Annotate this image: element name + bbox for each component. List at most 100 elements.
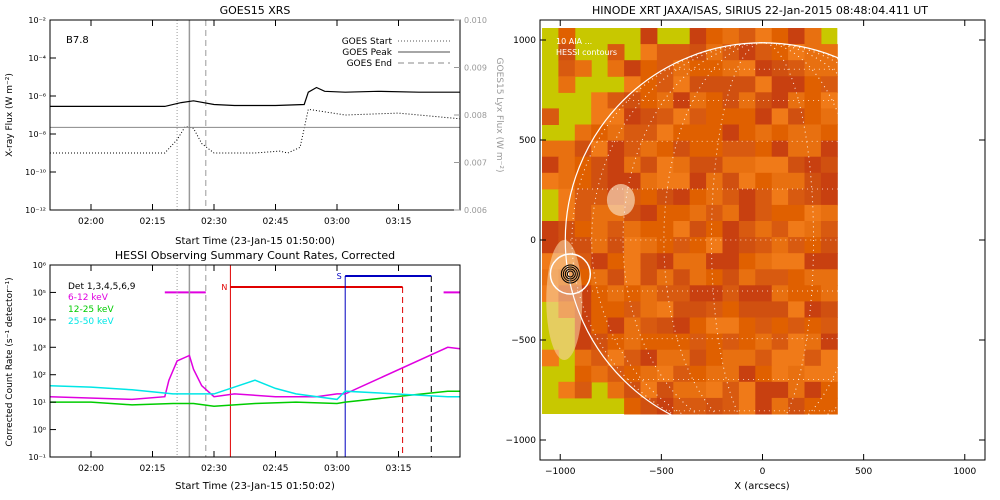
xrt-image-tile [788, 285, 805, 302]
xrt-image-tile [755, 156, 773, 174]
xrt-image-tile [771, 221, 789, 238]
xrt-image-tile [624, 237, 641, 254]
xrt-image-tile [722, 237, 740, 254]
xrt-image-tile [788, 317, 805, 335]
xrt-image-tile [788, 108, 805, 125]
xrt-image-tile [804, 92, 822, 109]
xrt-image-tile [722, 333, 740, 351]
xrt-image-tile [771, 76, 789, 93]
xrt-image-tile [706, 381, 723, 399]
legend-aia: 10 AIA ... [556, 37, 592, 46]
xrt-image-tile [771, 140, 789, 158]
xrt-image-tile [574, 124, 592, 142]
xrt-image-tile [755, 301, 773, 318]
xrt-image-tile [673, 381, 691, 399]
goes-legend: GOES Start GOES Peak GOES End [342, 37, 450, 69]
xrt-image-tile [771, 349, 789, 367]
xrt-image-tile [689, 76, 707, 93]
xrt-image-tile [788, 204, 805, 222]
xrt-image-tile [722, 397, 740, 415]
xrt-image-tile [738, 204, 756, 222]
xrt-image-tile [804, 221, 822, 238]
xrt-image-tile [689, 333, 707, 351]
xrt-image-tile [706, 108, 723, 125]
xrt-image-tile [558, 44, 576, 61]
xrt-image-tile [656, 172, 674, 190]
xrt-image-tile [607, 317, 625, 335]
xrt-ytick-label: 500 [519, 136, 536, 146]
xrt-image-tile [607, 381, 625, 399]
xrt-image-tile [804, 285, 822, 302]
xrt-image-tile [689, 365, 707, 383]
xrt-image-tile [820, 124, 838, 142]
xrt-image-tile [738, 285, 756, 302]
xrt-image-tile [738, 172, 756, 190]
xrt-image-tile [706, 140, 723, 158]
xrt-image-tile [542, 140, 559, 158]
xrt-image-tile [689, 156, 707, 174]
xrt-image-tile [591, 365, 609, 383]
xrt-image-tile [574, 221, 592, 238]
xrt-image-tile [656, 108, 674, 125]
xrt-image-tile [706, 172, 723, 190]
xrt-image-tile [722, 221, 740, 238]
xrt-image-tile [738, 188, 756, 206]
xrt-image-tile [820, 349, 838, 367]
solar-longitude-line [663, 42, 862, 435]
xrt-image-tile [722, 172, 740, 190]
xrt-image-tile [755, 381, 773, 399]
xrt-image-tile [640, 381, 658, 399]
hessi-contour [566, 270, 574, 278]
xrt-image-tile [640, 44, 658, 61]
xrt-image-tile [722, 365, 740, 383]
xrt-image-tile [738, 221, 756, 238]
solar-longitude-line [591, 42, 934, 435]
xrt-image-tile [788, 92, 805, 109]
hessi-xtick-label: 02:30 [201, 464, 227, 474]
xrt-image-tile [788, 60, 805, 77]
xrt-image-tile [656, 285, 674, 302]
goes-y2tick-label: 0.009 [464, 64, 487, 73]
xrt-image-tile [624, 92, 641, 109]
xrt-xtick-label: −1000 [545, 467, 576, 477]
hessi-ytick-label: 10² [33, 371, 46, 380]
xrt-image-tile [607, 237, 625, 254]
hessi-ylabel: Corrected Count Rate (s⁻¹ detector⁻¹) [5, 277, 15, 446]
legend-goes-peak: GOES Peak [342, 48, 392, 58]
xrt-image-tile [673, 204, 691, 222]
xrt-image-tile [607, 285, 625, 302]
xrt-image-tile [656, 381, 674, 399]
xrt-image-tile [722, 28, 740, 45]
goes-ytick-label: 10⁻¹⁰ [25, 168, 46, 177]
xrt-image-tile [820, 156, 838, 174]
xrt-image-tile [755, 365, 773, 383]
xrt-xtick-label: 1000 [953, 467, 976, 477]
xrt-image-tile [788, 365, 805, 383]
xrt-image-tile [820, 76, 838, 93]
hessi-plot-frame [49, 264, 461, 458]
xrt-image-tile [804, 44, 822, 61]
xrt-image-tile [706, 301, 723, 318]
xrt-image-tile [607, 124, 625, 142]
xrt-xtick-label: 0 [760, 467, 766, 477]
xrt-image-tile [755, 397, 773, 415]
xrt-image-tile [788, 333, 805, 351]
hessi-contour [560, 264, 580, 284]
xrt-image-tile [722, 381, 740, 399]
legend-det: Det 1,3,4,5,6,9 [68, 282, 136, 292]
goes-title: GOES15 XRS [220, 4, 291, 17]
xrt-image-tile [673, 156, 691, 174]
xrt-image-tile [706, 349, 723, 367]
goes-xlabel: Start Time (23-Jan-15 01:50:00) [175, 236, 335, 247]
goes-ytick-label: 10⁻¹² [25, 206, 46, 215]
xrt-image-tile [656, 221, 674, 238]
hessi-source-circle [549, 253, 592, 295]
xrt-image-tile [722, 301, 740, 318]
xrt-image-tile [689, 60, 707, 77]
xrt-image-tile [607, 92, 625, 109]
xrt-image-tile [607, 60, 625, 77]
xrt-image-tile [624, 381, 641, 399]
xrt-image-tile [788, 397, 805, 415]
xrt-image-tile [771, 92, 789, 109]
